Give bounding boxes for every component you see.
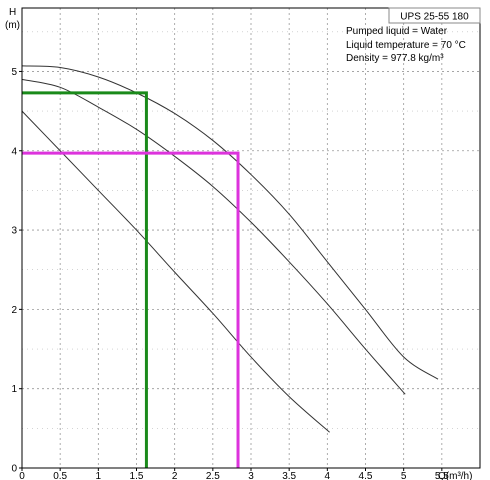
x-tick-label: 3.5 <box>282 471 296 480</box>
series-group <box>21 65 439 433</box>
x-tick-label: 2 <box>172 471 178 480</box>
x-tick-label: 1.5 <box>130 471 144 480</box>
x-tick-label: 4 <box>325 471 331 480</box>
x-tick-label: 4.5 <box>359 471 373 480</box>
x-tick-label: 0 <box>19 471 25 480</box>
y-tick-label: 1 <box>11 384 17 395</box>
x-tick-label: 5 <box>401 471 407 480</box>
x-tick-label: 2.5 <box>206 471 220 480</box>
y-axis-label: H <box>9 7 16 18</box>
y-tick-label: 5 <box>11 67 17 78</box>
info-density: Density = 977.8 kg/m³ <box>346 53 444 64</box>
pump-curve-1 <box>21 65 439 380</box>
operating-point-marker-2 <box>22 151 240 468</box>
title-box <box>388 7 481 24</box>
info-pumped-liquid: Pumped liquid = Water <box>346 26 448 37</box>
pump-curve-3 <box>21 110 330 433</box>
y-tick-label: 0 <box>11 464 17 475</box>
y-tick-label: 3 <box>11 226 17 237</box>
x-tick-label: 1 <box>96 471 102 480</box>
pump-curve-2 <box>21 78 406 395</box>
axis-ticks: 0 0.5 1 1.5 2 2.5 3 3.5 4 4.5 5 5.5 0 1 2 3 4 5 <box>11 67 449 480</box>
x-tick-label: 5.5 <box>435 471 449 480</box>
y-tick-label: 2 <box>11 305 17 316</box>
y-tick-label: 4 <box>11 146 17 157</box>
y-axis-unit: (m) <box>5 20 20 31</box>
operating-point-marker-1 <box>22 91 148 468</box>
operating-point-markers <box>22 91 240 468</box>
x-axis-label: Q(m³/h) <box>438 471 472 480</box>
x-tick-label: 3 <box>248 471 254 480</box>
info-liquid-temperature: Liquid temperature = 70 °C <box>346 40 466 51</box>
x-tick-label: 0.5 <box>53 471 67 480</box>
grid <box>22 8 480 468</box>
chart-title: UPS 25-55 180 <box>400 12 469 23</box>
